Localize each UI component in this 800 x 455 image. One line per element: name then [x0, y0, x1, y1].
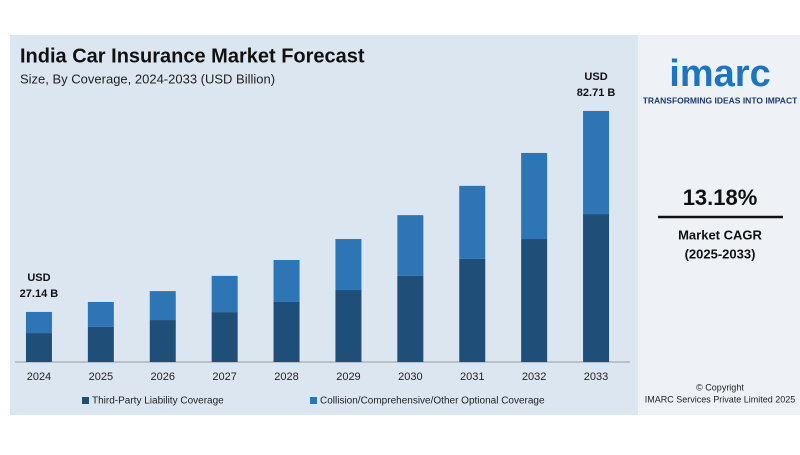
x-tick-label: 2025 — [89, 371, 113, 383]
total-label: USD — [584, 71, 607, 83]
total-label: 82.71 B — [577, 87, 616, 99]
bar-segment — [397, 215, 424, 276]
bar-segment — [459, 258, 486, 362]
x-tick-label: 2028 — [274, 371, 298, 383]
legend-swatch — [82, 397, 89, 404]
bar-segment — [273, 260, 300, 302]
bar-segment — [335, 290, 362, 362]
bar-segment — [25, 311, 52, 334]
cagr-value: 13.18% — [683, 185, 758, 210]
bar-segment — [87, 326, 114, 362]
bar-segment — [397, 275, 424, 362]
bar-segment — [87, 301, 114, 327]
cagr-label: Market CAGR — [678, 227, 762, 242]
x-tick-label: 2027 — [212, 371, 236, 383]
chart-subtitle: Size, By Coverage, 2024-2033 (USD Billio… — [20, 71, 275, 86]
bar-segment — [335, 239, 362, 291]
x-tick-label: 2032 — [522, 371, 546, 383]
bar-segment — [149, 320, 176, 362]
x-tick-label: 2026 — [151, 371, 175, 383]
bar-segment — [521, 239, 548, 362]
bar-segment — [521, 152, 548, 240]
cagr-period: (2025-2033) — [685, 246, 756, 261]
copyright: © Copyright — [696, 382, 744, 392]
sidebar-panel — [638, 35, 800, 415]
x-tick-label: 2030 — [398, 371, 422, 383]
bar-segment — [25, 333, 52, 362]
bar-segment — [583, 110, 610, 215]
bar-segment — [459, 185, 486, 259]
legend-label: Third-Party Liability Coverage — [92, 396, 224, 407]
legend-label: Collision/Comprehensive/Other Optional C… — [320, 396, 545, 407]
logo: imarc — [669, 53, 770, 95]
total-label: USD — [27, 272, 50, 284]
total-label: 27.14 B — [20, 288, 59, 300]
bar-segment — [273, 301, 300, 362]
chart-title: India Car Insurance Market Forecast — [20, 45, 365, 67]
copyright: IMARC Services Private Limited 2025 — [645, 394, 796, 404]
bar-segment — [211, 312, 238, 362]
bar-segment — [149, 291, 176, 321]
x-tick-label: 2031 — [460, 371, 484, 383]
tagline: TRANSFORMING IDEAS INTO IMPACT — [643, 95, 798, 105]
legend-swatch — [310, 397, 317, 404]
x-tick-label: 2029 — [336, 371, 360, 383]
bar-segment — [211, 275, 238, 313]
x-tick-label: 2033 — [584, 371, 608, 383]
bar-segment — [583, 214, 610, 362]
x-tick-label: 2024 — [27, 371, 51, 383]
